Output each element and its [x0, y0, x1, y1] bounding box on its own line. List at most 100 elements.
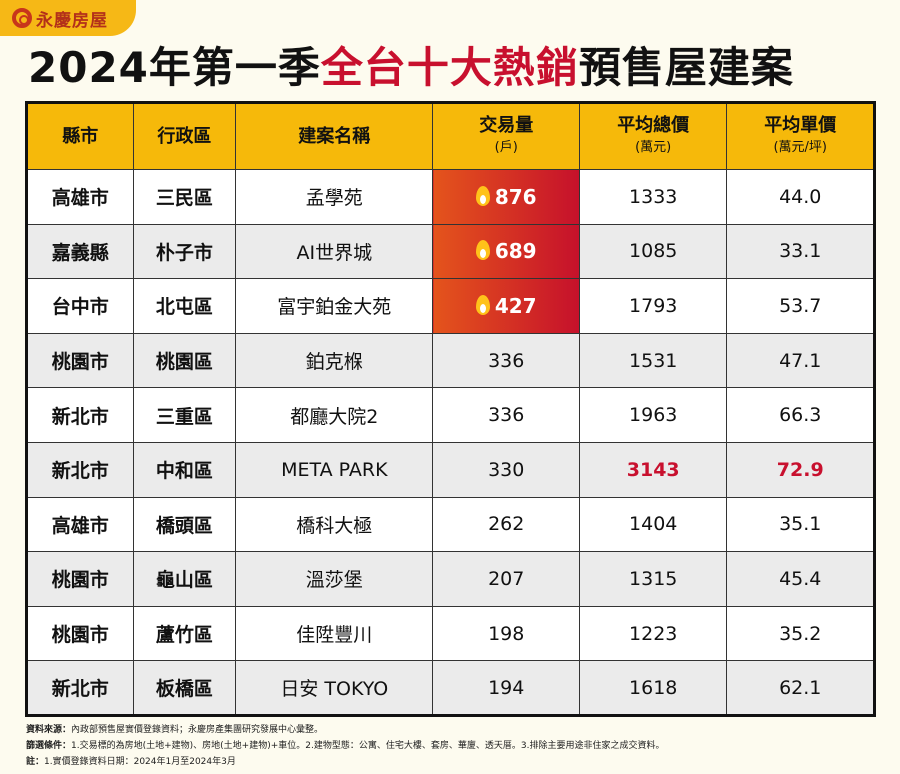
cell-volume: 330: [432, 441, 580, 498]
note-label: 註：: [26, 757, 45, 767]
cell-volume: 194: [432, 660, 580, 716]
cell-total: 1085: [578, 223, 728, 280]
cell-value: 47.1: [779, 349, 822, 372]
cell-value: 台中市: [51, 296, 109, 319]
cell-value: 都廳大院2: [290, 405, 379, 428]
table-row: 桃園市 龜山區 溫莎堡 207 1315 45.4: [26, 551, 875, 607]
cell-value: 日安 TOKYO: [280, 678, 389, 701]
cell-value: 1085: [629, 240, 678, 263]
cell-project: 孟學苑: [235, 169, 434, 225]
cell-value: 佳陞豐川: [296, 624, 373, 647]
fire-icon: [475, 185, 490, 206]
cell-value: 35.1: [779, 513, 822, 536]
note-text: 1.實價登錄資料日期：2024年1月至2024年3月: [44, 757, 236, 767]
cell-value: 207: [488, 567, 525, 590]
cell-total: 1404: [578, 496, 728, 553]
cell-total: 1315: [578, 551, 728, 607]
cell-value: 富宇鉑金大苑: [277, 296, 392, 319]
cell-value: 板橋區: [155, 678, 213, 701]
cell-city: 新北市: [26, 441, 134, 498]
cell-district: 中和區: [132, 441, 237, 498]
column-header-label: 平均單價: [764, 114, 837, 136]
cell-project: 日安 TOKYO: [235, 660, 434, 716]
cell-value: 336: [488, 404, 525, 427]
cell-district: 三民區: [132, 169, 237, 225]
cell-unit: 44.0: [726, 169, 875, 225]
cell-city: 桃園市: [26, 551, 134, 607]
cell-value: 1963: [629, 404, 678, 427]
cell-volume: 427: [432, 278, 580, 334]
cell-value: 橋科大極: [296, 514, 373, 537]
cell-city: 嘉義縣: [26, 223, 134, 280]
cell-district: 三重區: [132, 387, 237, 443]
cell-value: 北屯區: [155, 296, 213, 319]
column-header-label: 建案名稱: [298, 125, 371, 147]
cell-value: 桃園區: [155, 351, 213, 374]
cell-project: 溫莎堡: [235, 551, 434, 607]
cell-city: 高雄市: [26, 169, 134, 225]
cell-value: 72.9: [776, 458, 824, 481]
cell-value: 3143: [626, 458, 680, 481]
fire-icon: [475, 240, 490, 261]
cell-unit: 33.1: [726, 223, 875, 280]
cell-total: 1223: [578, 605, 728, 662]
cell-district: 朴子市: [132, 223, 237, 280]
cell-total: 1618: [578, 660, 728, 716]
cell-project: 鉑克椺: [235, 332, 434, 389]
cell-value: 高雄市: [51, 187, 109, 210]
cell-value: 53.7: [779, 294, 822, 317]
cell-value: 62.1: [779, 676, 822, 699]
table-row: 高雄市 橋頭區 橋科大極 262 1404 35.1: [26, 496, 875, 553]
cell-volume: 262: [432, 496, 580, 553]
cell-value: 1793: [629, 294, 678, 317]
cell-value: 鉑克椺: [305, 351, 363, 374]
cell-value: 876: [494, 184, 537, 209]
cell-value: 三重區: [155, 405, 213, 428]
filter-label: 篩選條件：: [26, 741, 72, 751]
cell-value: 龜山區: [155, 569, 213, 592]
cell-city: 桃園市: [26, 332, 134, 389]
cell-district: 蘆竹區: [132, 605, 237, 662]
cell-volume: 876: [432, 169, 580, 225]
cell-value: 262: [488, 513, 525, 536]
cell-project: 富宇鉑金大苑: [235, 278, 434, 334]
cell-unit: 35.1: [726, 496, 875, 553]
table-row: 高雄市 三民區 孟學苑 876 1333 44.0: [26, 169, 875, 225]
cell-value: 194: [488, 676, 525, 699]
cell-value: 新北市: [51, 405, 109, 428]
cell-district: 龜山區: [132, 551, 237, 607]
table-header-row: 縣市 行政區 建案名稱 交易量 (戶) 平均總價 (萬元) 平均單價 (萬元/坪): [26, 102, 875, 170]
cell-city: 台中市: [26, 278, 134, 334]
column-header: 平均總價 (萬元): [578, 102, 728, 170]
page-title: 2024年第一季全台十大熱銷預售屋建案: [28, 40, 794, 96]
cell-city: 新北市: [26, 387, 134, 443]
cell-value: 三民區: [155, 187, 213, 210]
cell-volume: 336: [432, 332, 580, 389]
logo-icon: [12, 8, 32, 28]
column-header: 交易量 (戶): [432, 102, 580, 170]
title-part1: 2024年第一季: [28, 43, 321, 92]
table-row: 新北市 板橋區 日安 TOKYO 194 1618 62.1: [26, 660, 875, 716]
cell-value: 桃園市: [51, 624, 109, 647]
cell-value: 橋頭區: [155, 514, 213, 537]
fire-icon: [475, 294, 490, 315]
cell-city: 桃園市: [26, 605, 134, 662]
cell-value: 1531: [629, 349, 678, 372]
column-header-label: 交易量: [479, 114, 534, 136]
cell-value: 新北市: [51, 460, 109, 483]
cell-volume: 207: [432, 551, 580, 607]
table-row: 嘉義縣 朴子市 AI世界城 689 1085 33.1: [26, 223, 875, 280]
filter-note: 篩選條件：1.交易標的為房地(土地+建物)、房地(土地+建物)+車位。2.建物型…: [26, 738, 664, 754]
column-header: 平均單價 (萬元/坪): [726, 102, 875, 170]
cell-value: 高雄市: [51, 514, 109, 537]
source-note: 資料來源：內政部預售屋實價登錄資料；永慶房產集團研究發展中心彙整。: [26, 722, 664, 738]
column-header: 建案名稱: [235, 102, 434, 170]
cell-unit: 47.1: [726, 332, 875, 389]
ranking-table: 縣市 行政區 建案名稱 交易量 (戶) 平均總價 (萬元) 平均單價 (萬元/坪) 高雄市 三民區…: [25, 101, 876, 717]
cell-district: 北屯區: [132, 278, 237, 334]
cell-project: 都廳大院2: [235, 387, 434, 443]
cell-city: 新北市: [26, 660, 134, 716]
cell-value: 198: [488, 622, 525, 645]
table-row: 新北市 三重區 都廳大院2 336 1963 66.3: [26, 387, 875, 443]
cell-value: 427: [494, 293, 537, 318]
